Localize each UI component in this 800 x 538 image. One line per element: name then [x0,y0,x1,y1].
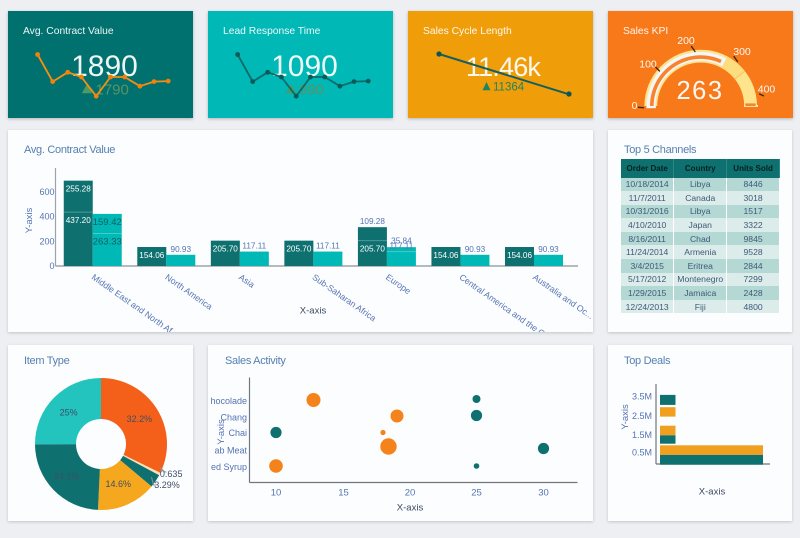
svg-text:205.70: 205.70 [286,245,311,254]
svg-text:154.06: 154.06 [433,251,458,260]
svg-text:2.5M: 2.5M [632,411,652,421]
svg-text:990: 990 [299,82,324,99]
svg-text:600: 600 [39,187,54,197]
svg-text:3.29%: 3.29% [154,480,180,490]
svg-text:200: 200 [677,35,695,47]
svg-text:20: 20 [405,488,416,499]
svg-text:109.28: 109.28 [360,217,385,226]
svg-text:hocolade: hocolade [210,396,247,406]
svg-text:255.28: 255.28 [66,185,91,194]
svg-text:X-axis: X-axis [699,487,726,498]
svg-text:3.5M: 3.5M [632,391,652,401]
svg-text:263: 263 [676,77,723,105]
svg-text:159.42: 159.42 [93,217,122,228]
svg-text:25: 25 [471,488,482,499]
svg-text:32.2%: 32.2% [127,414,153,424]
svg-text:Asia: Asia [237,272,257,290]
svg-text:ab Meat: ab Meat [214,446,247,456]
svg-text:0.5M: 0.5M [632,447,652,457]
svg-text:154.06: 154.06 [139,251,164,260]
svg-text:Y-axis: Y-axis [216,419,227,445]
svg-text:10: 10 [271,488,282,499]
svg-text:35.84: 35.84 [391,237,412,246]
svg-text:ed Syrup: ed Syrup [211,462,247,472]
svg-text:117.11: 117.11 [389,242,413,251]
svg-text:400: 400 [39,212,54,222]
svg-text:205.70: 205.70 [360,245,385,254]
svg-text:90.93: 90.93 [465,245,486,254]
svg-text:300: 300 [733,46,751,58]
svg-text:Europe: Europe [384,272,413,296]
svg-text:90.93: 90.93 [171,245,192,254]
svg-text:0: 0 [49,261,54,271]
svg-text:Chang: Chang [220,413,247,423]
svg-text:200: 200 [39,236,54,246]
svg-text:1.5M: 1.5M [632,430,652,440]
svg-text:205.70: 205.70 [213,245,238,254]
svg-text:Y-axis: Y-axis [620,404,631,430]
svg-text:0: 0 [632,100,638,112]
svg-text:X-axis: X-axis [300,306,327,317]
svg-text:0.635: 0.635 [160,469,183,479]
svg-text:154.06: 154.06 [507,251,532,260]
svg-text:North America: North America [163,272,214,312]
svg-text:X-axis: X-axis [397,503,424,514]
svg-text:90.93: 90.93 [538,245,559,254]
svg-text:437.20: 437.20 [66,216,91,225]
svg-text:25%: 25% [60,408,78,418]
svg-text:400: 400 [758,83,776,95]
svg-text:14.6%: 14.6% [106,479,132,489]
svg-text:30: 30 [538,488,549,499]
svg-text:Chai: Chai [228,428,247,438]
svg-text:11364: 11364 [493,82,525,94]
svg-text:100: 100 [639,58,657,70]
svg-text:15: 15 [338,488,349,499]
svg-text:Y-axis: Y-axis [24,207,35,233]
svg-text:117.11: 117.11 [316,242,340,251]
svg-text:24.2%: 24.2% [54,472,80,482]
svg-text:117.11: 117.11 [242,242,266,251]
svg-text:263.33: 263.33 [93,237,122,248]
svg-text:Australia and Oc...: Australia and Oc... [531,272,593,321]
